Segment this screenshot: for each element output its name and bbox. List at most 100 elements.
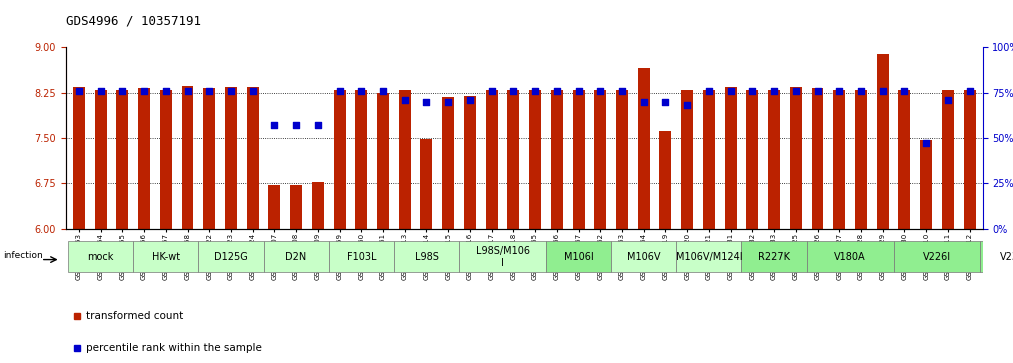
Bar (595, 90, 606, 229)
FancyBboxPatch shape (133, 241, 199, 272)
Point (679, 102, 695, 108)
Bar (616, 90, 628, 229)
Bar (508, 90, 520, 229)
Bar (399, 90, 410, 229)
Bar (963, 90, 976, 229)
Point (701, 88, 717, 94)
FancyBboxPatch shape (459, 241, 546, 272)
Point (593, 88, 609, 94)
Bar (724, 86, 736, 229)
Bar (681, 90, 693, 229)
Point (549, 88, 565, 94)
Bar (485, 90, 497, 229)
Bar (312, 182, 324, 229)
Point (71, 88, 87, 94)
Text: L98S: L98S (414, 252, 439, 262)
Text: M106I: M106I (563, 252, 594, 262)
Point (114, 88, 131, 94)
Point (745, 88, 761, 94)
Point (657, 99, 674, 105)
Point (158, 88, 174, 94)
Point (874, 88, 890, 94)
Bar (73, 86, 85, 229)
Point (505, 88, 522, 94)
Point (809, 88, 826, 94)
FancyBboxPatch shape (981, 241, 1013, 272)
Bar (94, 90, 106, 229)
Bar (572, 90, 585, 229)
Point (483, 88, 499, 94)
Text: L98S/M106
I: L98S/M106 I (475, 246, 530, 268)
Point (179, 88, 196, 94)
Point (375, 88, 391, 94)
Text: D125G: D125G (214, 252, 248, 262)
Text: M106V: M106V (627, 252, 660, 262)
Text: V226I: V226I (923, 252, 951, 262)
Text: F103L: F103L (346, 252, 376, 262)
Text: infection: infection (3, 250, 43, 260)
FancyBboxPatch shape (806, 241, 893, 272)
Text: R227K: R227K (758, 252, 790, 262)
Text: D2N: D2N (286, 252, 307, 262)
Point (853, 88, 869, 94)
Bar (659, 131, 672, 229)
Point (266, 122, 283, 128)
Bar (703, 90, 715, 229)
Bar (790, 86, 801, 229)
Text: M106V/M124I: M106V/M124I (676, 252, 743, 262)
Bar (551, 90, 563, 229)
Point (331, 88, 347, 94)
Bar (920, 140, 932, 229)
Point (288, 122, 304, 128)
Point (766, 88, 782, 94)
Bar (942, 90, 954, 229)
Bar (377, 93, 389, 229)
Bar (876, 54, 888, 229)
FancyBboxPatch shape (742, 241, 806, 272)
Point (918, 140, 934, 146)
Bar (247, 86, 258, 229)
Bar (768, 90, 780, 229)
FancyBboxPatch shape (611, 241, 677, 272)
Bar (290, 185, 302, 229)
Point (418, 99, 435, 105)
FancyBboxPatch shape (546, 241, 611, 272)
FancyBboxPatch shape (394, 241, 459, 272)
Bar (116, 90, 129, 229)
FancyBboxPatch shape (199, 241, 263, 272)
Bar (333, 90, 345, 229)
Point (961, 88, 978, 94)
Bar (638, 68, 649, 229)
Point (462, 97, 478, 103)
Text: V180A: V180A (835, 252, 866, 262)
Bar (356, 90, 368, 229)
Text: HK-wt: HK-wt (152, 252, 180, 262)
Bar (160, 90, 172, 229)
Point (440, 99, 456, 105)
Bar (204, 88, 215, 229)
FancyBboxPatch shape (677, 241, 742, 272)
Point (831, 88, 847, 94)
Point (722, 88, 738, 94)
Text: mock: mock (87, 252, 113, 262)
Bar (138, 88, 150, 229)
FancyBboxPatch shape (328, 241, 394, 272)
FancyBboxPatch shape (893, 241, 981, 272)
Bar (529, 90, 541, 229)
Bar (225, 86, 237, 229)
Text: transformed count: transformed count (86, 311, 183, 321)
Bar (899, 90, 911, 229)
Point (310, 122, 326, 128)
Point (223, 88, 239, 94)
Point (940, 97, 956, 103)
Point (788, 88, 804, 94)
Bar (834, 90, 845, 229)
Point (614, 88, 630, 94)
Bar (811, 88, 824, 229)
Point (635, 99, 651, 105)
FancyBboxPatch shape (68, 241, 133, 272)
Point (897, 88, 913, 94)
Bar (268, 185, 281, 229)
Point (397, 97, 413, 103)
Point (244, 88, 260, 94)
